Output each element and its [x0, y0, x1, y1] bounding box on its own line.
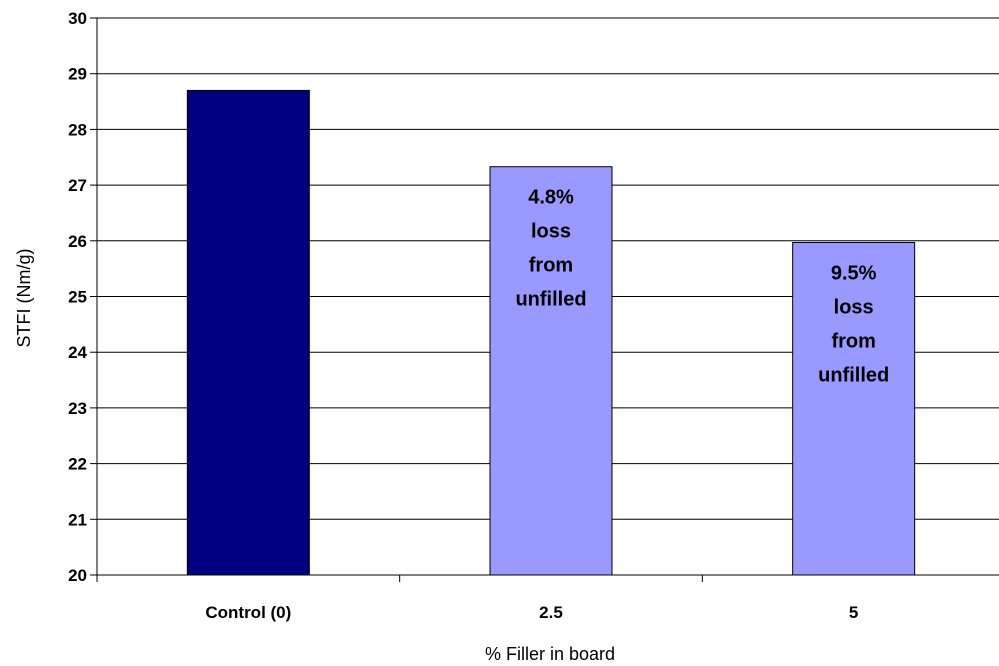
bar — [489, 166, 613, 576]
bar-annotation-line: loss — [531, 221, 571, 243]
y-tick-label: 27 — [68, 176, 87, 195]
axes — [90, 17, 999, 582]
y-tick-label: 24 — [68, 343, 87, 362]
bar-annotation-line: loss — [834, 296, 874, 318]
y-tick-label: 21 — [68, 510, 87, 529]
bar-annotation-line: unfilled — [818, 364, 889, 386]
y-tick-label: 26 — [68, 232, 87, 251]
y-tick-label: 22 — [68, 455, 87, 474]
x-tick-label: 2.5 — [539, 603, 563, 622]
bar-annotations: 4.8% loss from unfilled 9.5% loss from unfilled — [515, 187, 889, 387]
y-tick-label: 29 — [68, 65, 87, 84]
y-tick-label: 28 — [68, 120, 87, 139]
bar-annotation-line: from — [831, 330, 875, 352]
y-axis-title: STFI (Nm/g) — [14, 249, 34, 348]
bar — [186, 89, 310, 576]
bars — [186, 89, 916, 576]
x-tick-labels: Control (0) 2.5 5 — [205, 603, 858, 622]
x-tick-label: Control (0) — [205, 603, 291, 622]
y-tick-label: 30 — [68, 9, 87, 28]
bar-annotation-line: 9.5% — [831, 262, 877, 284]
y-tick-label: 20 — [68, 566, 87, 585]
bar — [792, 241, 916, 576]
bar-annotation: 9.5% loss from unfilled — [818, 262, 889, 386]
bar-annotation-line: from — [529, 255, 573, 277]
bar-annotation: 4.8% loss from unfilled — [515, 187, 586, 311]
x-tick-label: 5 — [849, 603, 858, 622]
bar-annotation-line: 4.8% — [528, 187, 574, 209]
bar-annotation-line: unfilled — [515, 289, 586, 311]
y-tick-label: 25 — [68, 288, 87, 307]
x-axis-title: % Filler in board — [485, 644, 615, 664]
y-tick-label: 23 — [68, 399, 87, 418]
y-tick-labels: 20 21 22 23 24 25 26 27 28 29 30 — [68, 9, 87, 585]
